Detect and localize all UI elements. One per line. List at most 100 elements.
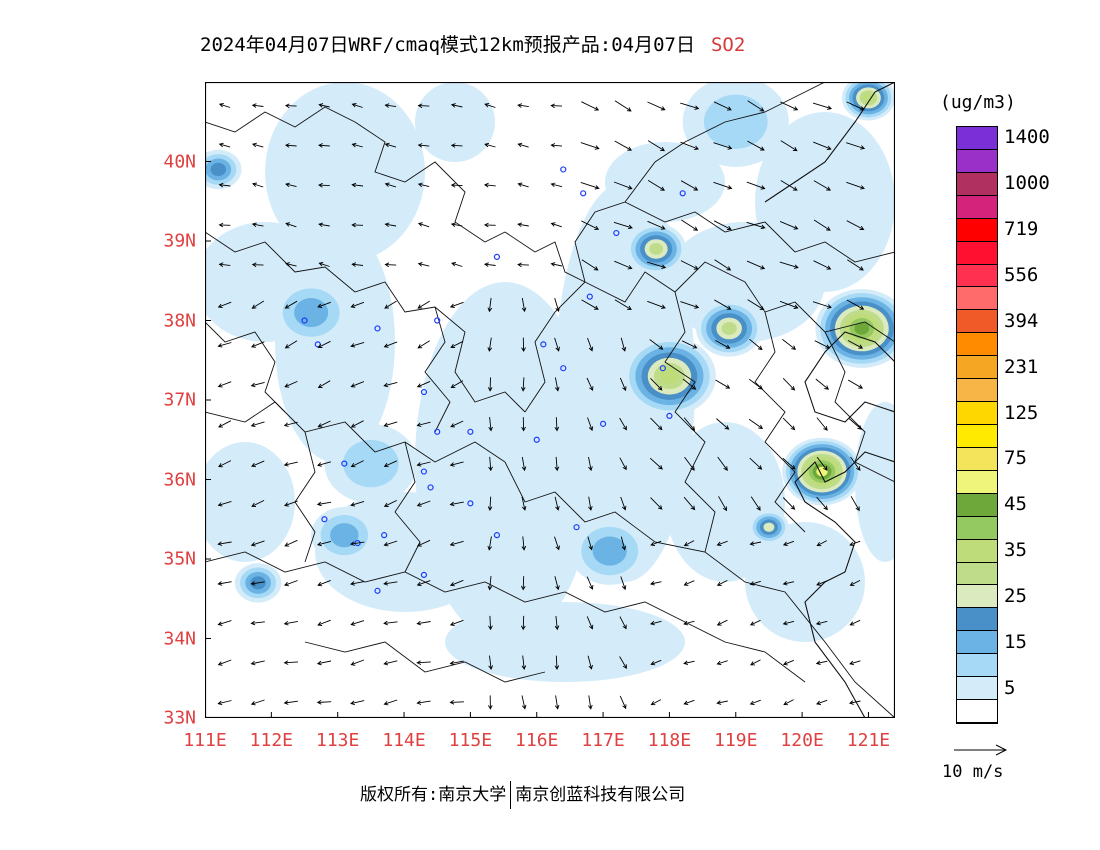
wind-arrow: [849, 579, 861, 586]
wind-arrow: [484, 102, 496, 108]
vector-reference-label: 10 m/s: [942, 762, 1004, 782]
wind-arrow: [318, 222, 330, 228]
wind-arrow: [451, 262, 463, 267]
wind-arrow: [846, 299, 865, 310]
wind-arrow: [251, 300, 265, 309]
wind-arrow: [285, 182, 297, 188]
colorbar-segment: [957, 700, 997, 723]
wind-arrow: [848, 418, 863, 430]
wind-arrow: [416, 421, 431, 427]
wind-arrow: [449, 540, 464, 547]
wind-arrow: [749, 619, 761, 626]
wind-arrow: [449, 301, 464, 308]
wind-arrow: [554, 456, 560, 472]
wind-arrow: [716, 579, 728, 586]
wind-arrow: [317, 380, 331, 388]
wind-arrow: [681, 340, 698, 349]
wind-arrow: [416, 660, 431, 665]
city-marker: [560, 365, 567, 372]
province-border: [205, 231, 526, 413]
wind-arrow: [383, 421, 398, 428]
colorbar-label: 35: [1004, 539, 1027, 562]
wind-arrow: [680, 141, 699, 150]
wind-arrow: [384, 103, 397, 108]
wind-arrow: [816, 456, 828, 471]
wind-arrow: [846, 220, 865, 230]
wind-arrow: [520, 615, 526, 631]
wind-arrow: [487, 576, 493, 591]
wind-arrow: [484, 142, 496, 148]
wind-arrow: [285, 262, 297, 267]
wind-arrow: [716, 418, 730, 430]
wind-arrow: [217, 342, 232, 348]
wind-arrow: [284, 300, 298, 309]
province-border: [304, 641, 546, 683]
wind-arrow: [554, 337, 560, 352]
wind-arrow: [554, 695, 560, 710]
wind-arrow: [620, 337, 627, 352]
wind-arrow: [683, 660, 695, 666]
wind-arrow: [614, 100, 632, 112]
wind-arrow: [283, 461, 298, 467]
wind-arrow: [749, 580, 761, 586]
province-border: [504, 461, 895, 718]
colorbar-label: 394: [1004, 309, 1039, 332]
wind-arrow: [780, 101, 799, 111]
wind-arrow: [383, 499, 397, 507]
wind-arrow: [450, 182, 463, 188]
wind-arrow: [250, 540, 265, 547]
wind-arrow: [587, 337, 594, 352]
wind-arrow: [417, 222, 430, 228]
wind-arrow: [351, 262, 364, 267]
wind-arrow: [613, 221, 633, 230]
concentration-contour: [343, 439, 399, 488]
wind-arrow: [351, 103, 363, 108]
wind-arrow: [714, 299, 732, 310]
city-marker: [420, 468, 428, 475]
wind-arrow: [713, 181, 733, 190]
pollutant-label: SO2: [710, 34, 746, 56]
wind-arrow: [749, 457, 763, 470]
wind-arrow: [283, 421, 298, 427]
wind-arrow: [717, 456, 728, 471]
colorbar-label: 5: [1004, 676, 1016, 699]
wind-arrow: [217, 301, 232, 308]
wind-arrow: [587, 536, 593, 551]
wind-arrow: [816, 417, 828, 431]
colorbar-label: 1400: [1004, 126, 1050, 149]
wind-arrow: [488, 655, 494, 671]
concentration-contour: [703, 94, 768, 149]
concentration-map[interactable]: [205, 82, 895, 718]
wind-arrow: [217, 500, 232, 507]
wind-arrow: [250, 581, 265, 586]
colorbar-segment: [957, 333, 997, 357]
wind-arrow: [550, 103, 563, 109]
wind-arrow: [849, 540, 861, 547]
coastline: [804, 331, 895, 423]
wind-arrow: [487, 297, 493, 313]
city-marker: [434, 428, 441, 435]
lon-tick-label: 112E: [249, 730, 294, 751]
wind-arrow: [647, 220, 666, 230]
wind-arrow: [619, 377, 627, 392]
concentration-region: [605, 142, 725, 222]
wind-arrow: [284, 539, 298, 547]
wind-arrow: [849, 660, 861, 666]
wind-arrow: [619, 616, 627, 630]
lon-tick-label: 119E: [714, 730, 758, 751]
wind-arrow: [383, 381, 398, 388]
wind-arrow: [748, 378, 763, 390]
wind-arrow: [384, 142, 397, 148]
lon-tick-label: 121E: [846, 730, 891, 751]
city-marker: [321, 516, 328, 523]
wind-arrow: [350, 381, 365, 388]
wind-arrow: [251, 182, 264, 188]
wind-arrow: [218, 103, 231, 108]
colorbar-segment: [957, 539, 997, 563]
city-marker: [301, 317, 308, 324]
wind-arrow: [488, 695, 493, 710]
colorbar-segment: [957, 447, 997, 471]
wind-arrow: [783, 659, 794, 666]
wind-arrow: [520, 576, 526, 591]
lon-tick-label: 117E: [581, 730, 625, 751]
